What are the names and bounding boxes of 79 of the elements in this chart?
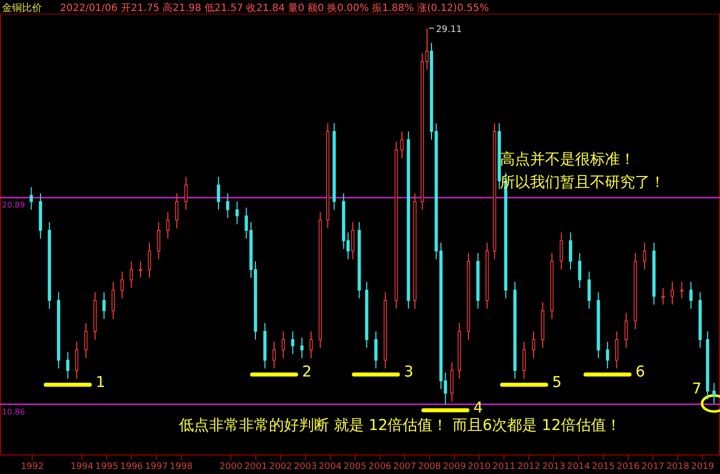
annotation: 2 <box>302 362 312 380</box>
candlestick <box>606 341 610 369</box>
x-tick-label: 1994 <box>70 462 94 472</box>
candlestick <box>670 281 674 306</box>
candlestick <box>560 232 563 270</box>
x-tick-label: 2006 <box>368 462 392 472</box>
candlestick <box>184 176 188 210</box>
x-tick-label: 2003 <box>294 462 317 472</box>
x-tick-label: 2018 <box>666 462 690 472</box>
candlestick <box>309 330 313 359</box>
x-tick-label: 2017 <box>642 462 664 472</box>
candlestick <box>522 341 526 380</box>
candlestick <box>642 242 646 270</box>
title: 金铜比价 <box>2 3 42 14</box>
annotation: 7 <box>692 379 702 398</box>
candlestick <box>374 330 378 369</box>
candlestick <box>130 260 133 289</box>
x-tick-label: 2019 <box>691 462 714 472</box>
candlestick <box>157 222 160 260</box>
ref-line-label: 20.89 <box>2 200 25 210</box>
x-tick-label: 2005 <box>344 462 366 472</box>
candlestick <box>578 252 582 289</box>
x-tick-label: 1997 <box>144 462 168 472</box>
x-tick-label: 2011 <box>492 462 516 472</box>
candlestick <box>226 192 230 219</box>
candlestick <box>300 337 304 359</box>
candlestick <box>568 232 572 270</box>
subtitle: 2022/01/06 开21.75 高21.98 低21.57 收21.84 量0 额0 换0.00% 振1.88% 涨(0.12)0.55% <box>60 3 489 14</box>
candlestick <box>624 312 628 348</box>
candlestick <box>450 362 454 402</box>
candlestick <box>138 260 142 278</box>
candlestick <box>216 176 220 210</box>
x-tick-label: 2004 <box>318 462 342 472</box>
x-tick-label: 2014 <box>567 462 590 472</box>
x-tick-label: 2000 <box>219 462 243 472</box>
candlestick <box>400 130 404 159</box>
candlestick <box>272 341 276 369</box>
candlestick <box>588 271 591 310</box>
x-tick-label: 2008 <box>418 462 442 472</box>
candlestick <box>112 281 115 320</box>
annotation: 29.11 <box>436 25 462 36</box>
x-tick-label: 1996 <box>120 462 144 472</box>
candlestick <box>351 222 354 260</box>
annotation: 1 <box>96 372 106 391</box>
candlestick <box>689 281 693 310</box>
x-tick-label: 1995 <box>95 462 118 472</box>
x-tick-label: 2009 <box>442 462 466 472</box>
candlestick <box>282 330 285 359</box>
candlestick <box>75 341 78 380</box>
candlestick <box>166 211 170 240</box>
candlestick <box>236 201 239 225</box>
x-tick-label: 1992 <box>20 462 44 472</box>
candlestick <box>148 242 152 278</box>
annotation: 6 <box>636 362 646 380</box>
x-tick-label: 2015 <box>592 462 615 472</box>
x-tick-label: 2001 <box>244 462 268 472</box>
x-tick-label: 2007 <box>393 462 416 472</box>
x-tick-label: 1998 <box>170 462 193 472</box>
x-tick-label: 2016 <box>616 462 640 472</box>
x-tick-label: 2010 <box>468 462 491 472</box>
x-tick-label: 2013 <box>542 462 566 472</box>
annotation: 5 <box>552 372 562 391</box>
candlestick <box>175 192 178 229</box>
candlestick <box>66 351 70 380</box>
candlestick <box>102 292 106 320</box>
candlestick <box>120 271 124 299</box>
annotation: 低点非常非常的好判断 就是 12倍估值！ 而且6次都是 12倍估值！ <box>179 416 621 434</box>
candlestick <box>712 382 716 404</box>
x-tick-label: 2002 <box>269 462 292 472</box>
candlestick <box>615 330 618 369</box>
candlestick <box>30 186 33 210</box>
x-tick-label: 2012 <box>517 462 540 472</box>
annotation: 3 <box>404 362 414 380</box>
candlestick <box>84 322 88 359</box>
candlestick <box>662 288 665 306</box>
candlestick <box>532 330 536 359</box>
candlestick <box>680 281 684 299</box>
candlestick <box>291 330 294 355</box>
ref-line-label: 10.86 <box>2 407 25 416</box>
